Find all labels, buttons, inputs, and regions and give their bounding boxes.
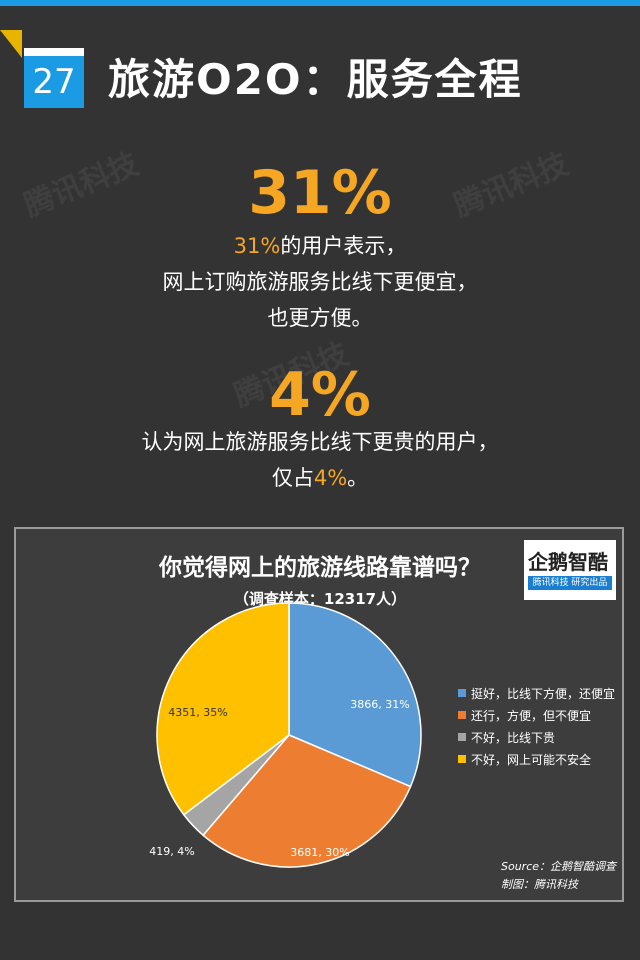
chart-title: 你觉得网上的旅游线路靠谱吗？ bbox=[159, 555, 481, 581]
stat1-line1: 的用户表示， bbox=[280, 234, 407, 258]
stat2-value: 4% bbox=[269, 360, 371, 430]
legend-label: 挺好，比线下方便，还便宜 bbox=[471, 686, 616, 701]
stat1-line3: 也更方便。 bbox=[267, 306, 373, 330]
stat1-text: 31%的用户表示， 网上订购旅游服务比线下更便宜， 也更方便。 bbox=[0, 228, 640, 336]
page-number-badge: 27 bbox=[24, 48, 84, 108]
stat2-highlight: 4% bbox=[313, 466, 348, 490]
legend-label: 不好，比线下贵 bbox=[471, 730, 556, 745]
legend-label: 不好，网上可能不安全 bbox=[471, 752, 592, 767]
stat1-line2: 网上订购旅游服务比线下更便宜， bbox=[162, 270, 478, 294]
stat2-line2-post: 。 bbox=[347, 466, 369, 490]
corner-flag-icon bbox=[0, 30, 22, 58]
chart-legend: 挺好，比线下方便，还便宜 还行，方便，但不便宜 不好，比线下贵不好，网上可能不安全 bbox=[458, 682, 615, 770]
source-line: Source：企鹅智酷调查 bbox=[501, 860, 617, 873]
stat1-value: 31% bbox=[248, 158, 392, 228]
logo-text: 企鹅智酷 bbox=[528, 550, 608, 574]
pie-data-label: 419, 4% bbox=[149, 845, 194, 858]
pie-data-label: 3681, 30% bbox=[290, 846, 349, 859]
legend-item: 挺好，比线下方便，还便宜 bbox=[458, 682, 615, 704]
pie-slice bbox=[202, 734, 412, 868]
pie-slice bbox=[156, 602, 290, 816]
stat2-line1: 认为网上旅游服务比线下更贵的用户， bbox=[141, 430, 499, 454]
stat2-line2-pre: 仅占 bbox=[271, 466, 314, 490]
legend-item: 还行，方便，但不便宜 bbox=[458, 704, 615, 726]
pie-data-label: 3866, 31% bbox=[350, 698, 409, 711]
stat1-highlight: 31% bbox=[233, 234, 281, 258]
legend-swatch bbox=[458, 711, 466, 719]
legend-item: 不好，网上可能不安全 bbox=[458, 748, 615, 770]
legend-label: 还行，方便，但不便宜 bbox=[471, 708, 592, 723]
pie-data-label: 4351, 35% bbox=[168, 706, 227, 719]
legend-swatch bbox=[458, 689, 466, 697]
top-accent-bar bbox=[0, 0, 640, 6]
legend-swatch bbox=[458, 755, 466, 763]
page-title: 旅游O2O：服务全程 bbox=[108, 55, 523, 104]
legend-item: 不好，比线下贵 bbox=[458, 726, 615, 748]
logo-bar-text: 腾讯科技 研究出品 bbox=[528, 576, 612, 590]
brand-logo: 企鹅智酷 腾讯科技 研究出品 bbox=[524, 540, 616, 600]
stat2-text: 认为网上旅游服务比线下更贵的用户， 仅占4%。 bbox=[0, 424, 640, 496]
legend-swatch bbox=[458, 733, 466, 741]
credit-line: 制图：腾讯科技 bbox=[501, 878, 578, 891]
pie-slice bbox=[288, 602, 422, 788]
